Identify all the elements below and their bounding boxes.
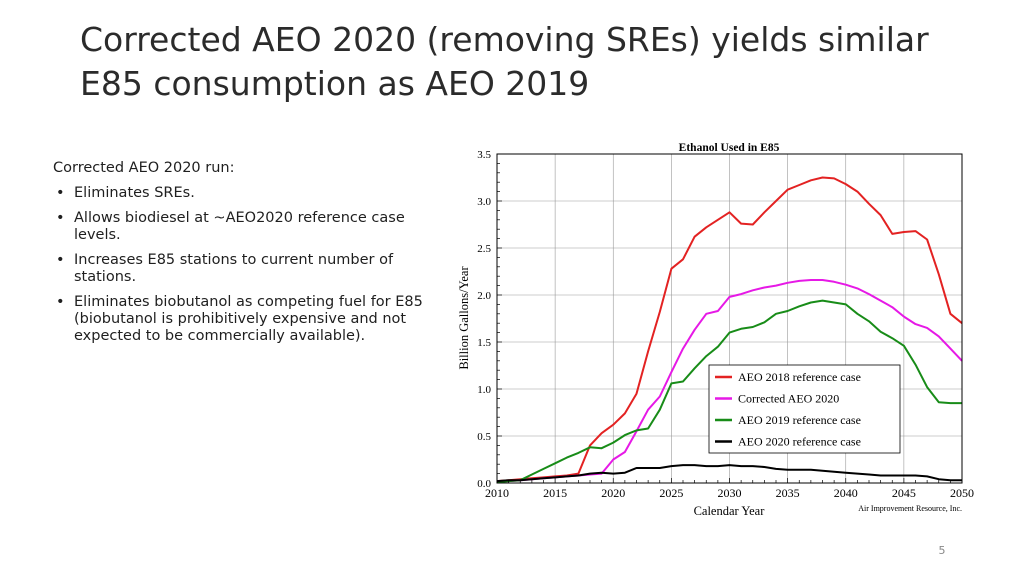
bullet-text: Eliminates biobutanol as competing fuel … xyxy=(74,294,423,344)
bullet-glyph: • xyxy=(56,252,65,268)
bullet-text: Allows biodiesel at ~AEO2020 reference c… xyxy=(74,210,405,243)
y-tick-label: 3.0 xyxy=(477,196,491,208)
y-tick-label: 0.0 xyxy=(477,478,491,490)
chart-title: Ethanol Used in E85 xyxy=(679,142,780,154)
bullet-item: • Allows biodiesel at ~AEO2020 reference … xyxy=(53,210,453,244)
bullet-list: • Eliminates SREs. • Allows biodiesel at ~… xyxy=(53,185,453,345)
bullet-text: Eliminates SREs. xyxy=(74,185,195,201)
y-tick-label: 1.0 xyxy=(477,384,491,396)
x-tick-label: 2045 xyxy=(892,486,916,500)
bullet-block: Corrected AEO 2020 run: • Eliminates SREs… xyxy=(53,160,453,353)
legend-label: AEO 2019 reference case xyxy=(738,413,861,427)
chart-legend: AEO 2018 reference case Corrected AEO 202… xyxy=(708,364,901,454)
series-layer xyxy=(496,176,963,484)
slide-title: Corrected AEO 2020 (removing SREs) yield… xyxy=(80,20,929,103)
x-tick-label: 2020 xyxy=(601,486,625,500)
legend-label: AEO 2020 reference case xyxy=(738,435,861,449)
y-tick-label: 3.5 xyxy=(477,149,491,161)
x-tick-label: 2030 xyxy=(718,486,742,500)
legend-label: AEO 2018 reference case xyxy=(738,370,861,384)
series-line-4 xyxy=(496,464,962,483)
x-tick-label: 2035 xyxy=(776,486,800,500)
bullet-glyph: • xyxy=(56,210,65,226)
x-axis-label: Calendar Year xyxy=(694,504,766,518)
ethanol-e85-chart: Ethanol Used in E85 Billion Gallons/Year… xyxy=(457,142,974,518)
axis-ticks: 2010 2015 2020 2025 2030 2035 2040 2045 2050 0.0 0… xyxy=(477,149,974,500)
bullet-lead: Corrected AEO 2020 run: xyxy=(53,160,235,176)
y-tick-label: 1.5 xyxy=(477,337,491,349)
legend-label: Corrected AEO 2020 xyxy=(738,392,839,406)
x-tick-label: 2040 xyxy=(834,486,858,500)
page-number: 5 xyxy=(938,544,946,557)
y-tick-label: 2.5 xyxy=(477,243,491,255)
source-note: Air Improvement Resource, Inc. xyxy=(858,504,962,513)
series-line-3 xyxy=(496,299,962,484)
series-line-1 xyxy=(496,176,963,483)
y-tick-label: 0.5 xyxy=(477,431,491,443)
x-tick-label: 2050 xyxy=(950,486,974,500)
bullet-item: • Eliminates biobutanol as competing fuel… xyxy=(53,294,453,345)
bullet-glyph: • xyxy=(56,294,65,310)
bullet-item: • Eliminates SREs. xyxy=(53,185,453,202)
bullet-text: Increases E85 stations to current number… xyxy=(74,252,394,285)
y-axis-label: Billion Gallons/Year xyxy=(457,266,471,370)
bullet-item: • Increases E85 stations to current numbe… xyxy=(53,252,453,286)
x-tick-label: 2015 xyxy=(543,486,567,500)
legend-box xyxy=(708,364,901,454)
y-tick-label: 2.0 xyxy=(477,290,491,302)
bullet-glyph: • xyxy=(56,185,65,201)
x-tick-label: 2025 xyxy=(659,486,683,500)
x-tick-label: 2010 xyxy=(485,486,509,500)
